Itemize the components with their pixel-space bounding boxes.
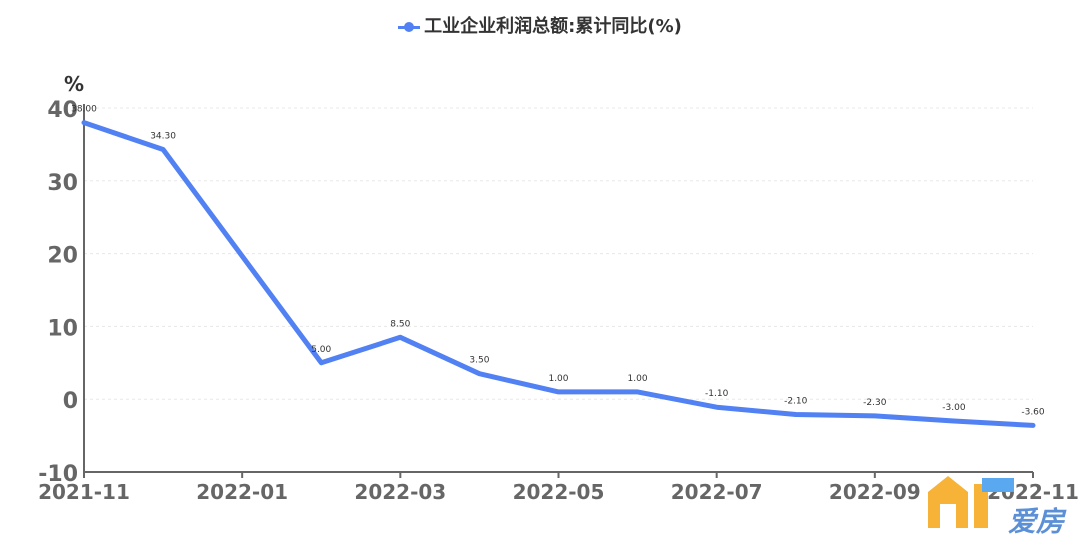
y-axis-unit: % <box>64 72 85 96</box>
data-point <box>319 360 324 365</box>
x-tick-label: 2022-05 <box>513 480 605 504</box>
y-tick-label: 20 <box>47 244 78 269</box>
y-tick-label: 10 <box>47 316 78 341</box>
data-point <box>477 371 482 376</box>
data-label: 1.00 <box>628 374 648 384</box>
data-label: 34.30 <box>150 131 176 141</box>
data-point <box>1031 423 1035 428</box>
y-tick-label: 40 <box>47 98 78 123</box>
legend-label: 工业企业利润总额:累计同比(%) <box>424 16 682 37</box>
data-point <box>793 412 798 417</box>
watermark-text: 爱房 <box>1008 505 1065 538</box>
data-label: 3.50 <box>469 356 489 366</box>
data-label: 5.00 <box>311 345 331 355</box>
data-label: 8.50 <box>390 319 410 329</box>
data-point <box>951 419 956 424</box>
data-label: -1.10 <box>705 389 729 399</box>
y-tick-label: 30 <box>47 171 78 196</box>
watermark-logo-icon <box>924 470 1076 534</box>
data-label: -3.00 <box>942 403 966 413</box>
series-line <box>81 120 1036 428</box>
data-point <box>556 389 561 394</box>
data-point <box>161 147 166 152</box>
y-tick-label: 0 <box>63 389 78 414</box>
data-point <box>398 335 403 340</box>
x-tick-label: 2022-07 <box>671 480 763 504</box>
data-point <box>872 413 877 418</box>
data-label: 1.00 <box>548 374 568 384</box>
data-point <box>635 389 640 394</box>
x-tick-label: 2022-09 <box>829 480 921 504</box>
y-tick-label: -10 <box>38 462 78 487</box>
data-label: -2.10 <box>784 396 808 406</box>
chart-legend[interactable]: 工业企业利润总额:累计同比(%) <box>0 12 1080 38</box>
data-point <box>82 120 86 125</box>
x-tick-label: 2021-11 <box>38 480 130 504</box>
data-label: -3.60 <box>1021 407 1045 417</box>
x-tick-label: 2022-03 <box>354 480 446 504</box>
x-tick-label: 2022-01 <box>196 480 288 504</box>
legend-marker-icon <box>398 20 421 34</box>
data-label: 38.00 <box>71 105 97 115</box>
data-point <box>714 405 719 410</box>
data-label: -2.30 <box>863 398 887 408</box>
